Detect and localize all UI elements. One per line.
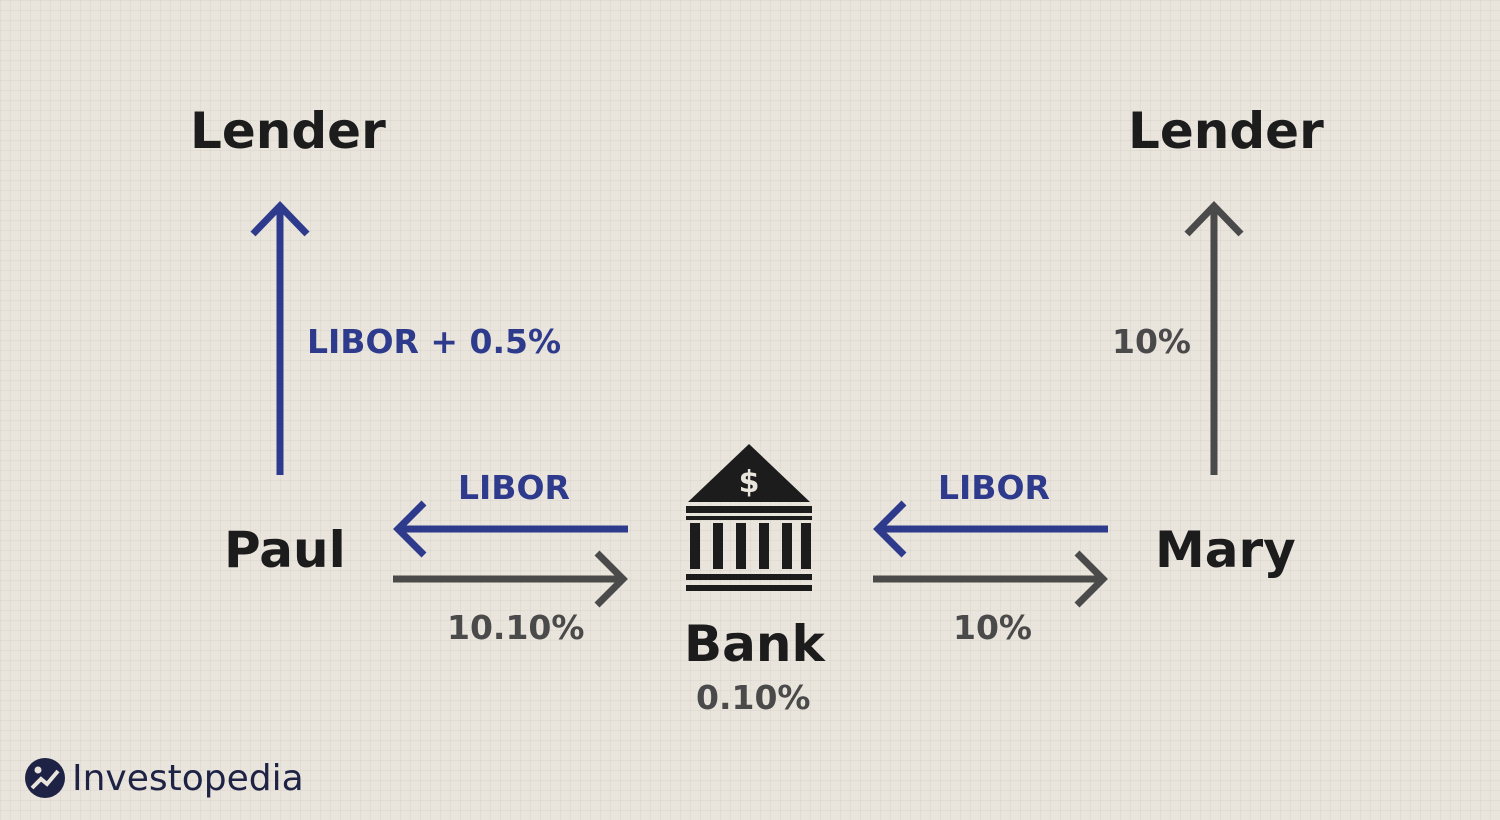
dollar-sign-icon: $ xyxy=(739,465,760,500)
bank-building-icon: $ xyxy=(686,444,812,591)
paul-label: Paul xyxy=(224,521,346,579)
bank-to-paul-rate-label: LIBOR xyxy=(458,468,570,507)
investopedia-logo: Investopedia xyxy=(24,757,304,799)
paul-lender-rate-label: LIBOR + 0.5% xyxy=(307,322,561,361)
bank-spread-label: 0.10% xyxy=(696,678,811,717)
lender-right-label: Lender xyxy=(1128,102,1324,160)
investopedia-logo-icon xyxy=(24,757,66,799)
mary-label: Mary xyxy=(1155,521,1296,579)
lender-left-label: Lender xyxy=(190,102,386,160)
arrow-mary-to-bank xyxy=(878,503,1108,555)
paul-to-bank-rate-label: 10.10% xyxy=(447,608,584,647)
bank-label: Bank xyxy=(684,615,825,673)
investopedia-wordmark: Investopedia xyxy=(72,758,304,799)
arrow-paul-to-lender xyxy=(253,206,307,475)
arrow-paul-to-bank xyxy=(393,553,623,605)
arrow-mary-to-lender xyxy=(1187,206,1241,475)
arrow-bank-to-mary xyxy=(873,553,1103,605)
mary-to-bank-rate-label: LIBOR xyxy=(938,468,1050,507)
mary-lender-rate-label: 10% xyxy=(1112,322,1191,361)
arrow-bank-to-paul xyxy=(398,503,628,555)
bank-to-mary-rate-label: 10% xyxy=(953,608,1032,647)
